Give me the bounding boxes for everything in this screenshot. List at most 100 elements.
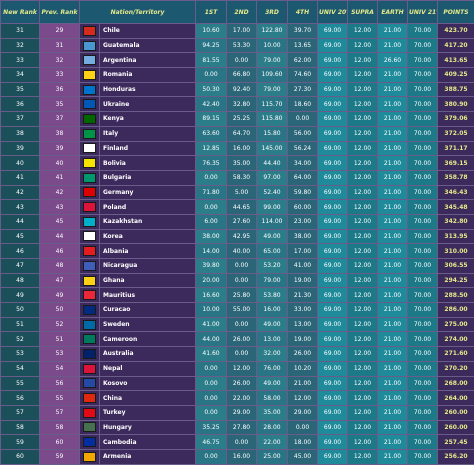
earth-cell: 21.00 [378,68,408,83]
flag-icon [83,202,96,212]
prev-rank-cell: 32 [40,53,80,68]
third-cell: 79.00 [257,53,288,68]
univ21-cell: 70.00 [408,449,438,464]
third-cell: 114.00 [257,214,288,229]
univ20-cell: 69.00 [318,68,348,83]
flag-cell [80,82,100,97]
nation-name: Kenya [100,112,196,127]
first-cell: 44.00 [196,332,227,347]
flag-icon [83,364,96,374]
header-row: New Rank Prev. Rank Nation/Territory 1ST… [1,1,474,24]
third-cell: 22.00 [257,435,288,450]
flag-cell [80,449,100,464]
third-cell: 49.00 [257,317,288,332]
flag-icon [83,378,96,388]
new-rank-cell: 44 [1,214,40,229]
third-cell: 97.00 [257,170,288,185]
univ20-cell: 69.00 [318,405,348,420]
third-cell: 44.40 [257,156,288,171]
fourth-cell: 59.80 [288,185,318,200]
flag-icon [83,187,96,197]
third-cell: 76.00 [257,361,288,376]
first-cell: 71.80 [196,185,227,200]
third-cell: 115.80 [257,112,288,127]
points-cell: 286.00 [438,303,474,318]
prev-rank-cell: 35 [40,97,80,112]
flag-icon [83,99,96,109]
points-cell: 310.00 [438,244,474,259]
new-rank-cell: 59 [1,435,40,450]
prev-rank-cell: 60 [40,435,80,450]
header-univ20: UNIV 20' [318,1,348,24]
points-cell: 260.00 [438,420,474,435]
univ21-cell: 70.00 [408,185,438,200]
prev-rank-cell: 47 [40,273,80,288]
flag-cell [80,288,100,303]
points-cell: 270.20 [438,361,474,376]
new-rank-cell: 46 [1,244,40,259]
nation-name: Germany [100,185,196,200]
flag-icon [83,231,96,241]
nation-name: Chile [100,24,196,39]
univ20-cell: 69.00 [318,347,348,362]
flag-icon [83,452,96,462]
univ21-cell: 70.00 [408,170,438,185]
nation-name: Sweden [100,317,196,332]
prev-rank-cell: 56 [40,376,80,391]
flag-cell [80,244,100,259]
flag-cell [80,376,100,391]
header-points: POINTS [438,1,474,24]
second-cell: 27.60 [227,214,257,229]
nation-name: Kazakhstan [100,214,196,229]
new-rank-cell: 38 [1,126,40,141]
new-rank-cell: 47 [1,259,40,274]
new-rank-cell: 56 [1,391,40,406]
flag-cell [80,170,100,185]
first-cell: 39.80 [196,259,227,274]
first-cell: 0.00 [196,391,227,406]
flag-icon [83,349,96,359]
fourth-cell: 64.00 [288,170,318,185]
flag-cell [80,185,100,200]
fourth-cell: 0.00 [288,112,318,127]
earth-cell: 21.00 [378,24,408,39]
fourth-cell: 23.00 [288,214,318,229]
third-cell: 115.70 [257,97,288,112]
supra-cell: 12.00 [348,82,378,97]
univ20-cell: 69.00 [318,435,348,450]
prev-rank-cell: 51 [40,332,80,347]
earth-cell: 21.00 [378,214,408,229]
header-univ21: UNIV 21' [408,1,438,24]
flag-cell [80,24,100,39]
univ21-cell: 70.00 [408,405,438,420]
supra-cell: 12.00 [348,170,378,185]
new-rank-cell: 60 [1,449,40,464]
third-cell: 53.80 [257,288,288,303]
header-4th: 4TH [288,1,318,24]
fourth-cell: 56.00 [288,126,318,141]
flag-cell [80,391,100,406]
fourth-cell: 33.00 [288,303,318,318]
earth-cell: 21.00 [378,156,408,171]
supra-cell: 12.00 [348,303,378,318]
header-3rd: 3RD [257,1,288,24]
flag-cell [80,317,100,332]
earth-cell: 21.00 [378,200,408,215]
first-cell: 12.85 [196,141,227,156]
earth-cell: 21.00 [378,317,408,332]
flag-icon [83,437,96,447]
prev-rank-cell: 48 [40,259,80,274]
header-new-rank: New Rank [1,1,40,24]
second-cell: 17.00 [227,24,257,39]
prev-rank-cell: 41 [40,170,80,185]
third-cell: 49.00 [257,229,288,244]
prev-rank-cell: 46 [40,244,80,259]
univ21-cell: 70.00 [408,38,438,53]
